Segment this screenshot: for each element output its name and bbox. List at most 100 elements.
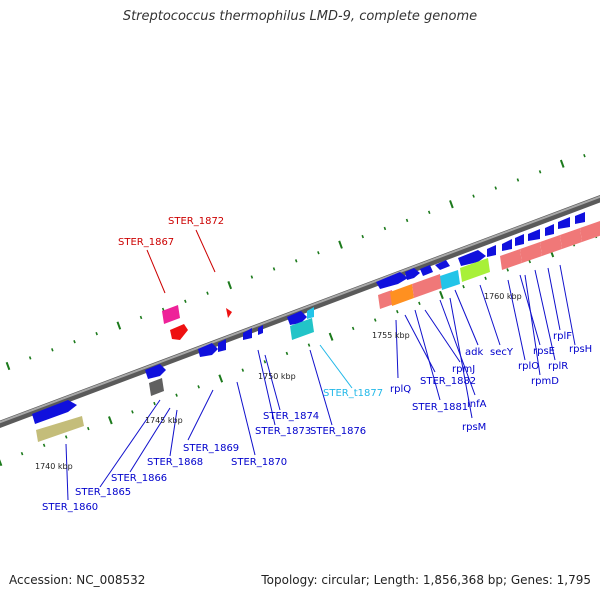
- gene-box[interactable]: [560, 228, 582, 249]
- tick-mark: [494, 186, 498, 190]
- gene-label[interactable]: rpsH: [569, 344, 592, 355]
- gene-arrow[interactable]: [405, 268, 420, 280]
- tick-mark: [307, 343, 311, 347]
- tick-mark: [28, 356, 32, 360]
- gene-box[interactable]: [500, 249, 522, 270]
- kbp-label: 1750 kbp: [258, 372, 296, 381]
- gene-box[interactable]: [149, 378, 164, 396]
- genome-summary-text: Topology: circular; Length: 1,856,368 bp…: [261, 573, 591, 587]
- gene-arrow[interactable]: [575, 212, 585, 224]
- gene-label[interactable]: STER_1874: [263, 411, 319, 422]
- gene-label[interactable]: STER_1882: [420, 376, 476, 387]
- gene-box[interactable]: [36, 416, 84, 442]
- gene-arrow[interactable]: [558, 217, 570, 229]
- gene-label[interactable]: adk: [465, 347, 483, 358]
- gene-features[interactable]: [32, 212, 600, 442]
- gene-label[interactable]: infA: [467, 399, 487, 410]
- tick-mark: [472, 194, 475, 198]
- tick-mark: [64, 435, 68, 439]
- tick-mark: [108, 416, 113, 425]
- gene-label[interactable]: secY: [490, 347, 514, 358]
- gene-arrow[interactable]: [515, 234, 524, 246]
- map-title: Streptococcus thermophilus LMD-9, comple…: [122, 9, 478, 24]
- gene-label[interactable]: STER_1866: [111, 473, 167, 484]
- gene-arrow[interactable]: [218, 339, 226, 352]
- gene-box[interactable]: [580, 221, 600, 242]
- gene-arrow[interactable]: [487, 245, 496, 257]
- tick-mark: [5, 361, 11, 371]
- tick-mark: [418, 301, 421, 306]
- gene-arrow[interactable]: [307, 307, 314, 319]
- tick-mark: [184, 299, 187, 303]
- gene-box[interactable]: [290, 318, 314, 340]
- tick-mark: [317, 251, 320, 255]
- gene-arrow[interactable]: [226, 308, 232, 318]
- tick-mark: [139, 315, 143, 320]
- tick-mark: [51, 348, 54, 352]
- tick-mark: [338, 240, 343, 249]
- tick-mark: [439, 290, 444, 300]
- gene-label[interactable]: STER_t1877: [323, 388, 383, 399]
- gene-arrow[interactable]: [287, 311, 307, 325]
- gene-arrow[interactable]: [145, 364, 166, 379]
- gene-arrow[interactable]: [545, 224, 554, 236]
- gene-label[interactable]: rplQ: [390, 384, 411, 395]
- gene-box[interactable]: [440, 270, 460, 290]
- gene-label[interactable]: rplR: [548, 361, 568, 372]
- tick-mark: [206, 291, 209, 295]
- gene-label[interactable]: STER_1872: [168, 216, 224, 227]
- gene-arrow[interactable]: [32, 400, 77, 424]
- leader-line-cyan: [319, 344, 353, 389]
- tick-mark: [175, 393, 178, 397]
- tick-mark: [405, 218, 409, 223]
- gene-label[interactable]: rplF: [553, 331, 572, 342]
- gene-box[interactable]: [162, 305, 180, 324]
- gene-label[interactable]: STER_1881: [412, 402, 468, 413]
- gene-arrow[interactable]: [458, 250, 486, 266]
- gene-arrow[interactable]: [243, 328, 252, 340]
- gene-box[interactable]: [378, 290, 394, 309]
- tick-mark: [484, 276, 487, 280]
- gene-box[interactable]: [412, 274, 442, 298]
- gene-arrow[interactable]: [376, 272, 408, 289]
- gene-label[interactable]: STER_1869: [183, 443, 239, 454]
- gene-label[interactable]: STER_1867: [118, 237, 174, 248]
- tick-mark: [373, 318, 377, 322]
- outer-tick-track: [5, 153, 586, 371]
- gene-label[interactable]: STER_1876: [310, 426, 366, 437]
- gene-arrow[interactable]: [420, 265, 433, 276]
- gene-arrow[interactable]: [528, 229, 540, 241]
- gene-arrow[interactable]: [198, 343, 218, 357]
- gene-label[interactable]: rpmD: [531, 376, 559, 387]
- kbp-label: 1760 kbp: [484, 292, 522, 301]
- gene-labels[interactable]: STER_1860 STER_1865 STER_1866 STER_1868 …: [42, 216, 592, 513]
- tick-mark: [263, 360, 267, 364]
- tick-mark: [559, 159, 565, 168]
- gene-label[interactable]: rplO: [518, 361, 539, 372]
- gene-box[interactable]: [460, 258, 490, 282]
- gene-box[interactable]: [390, 284, 414, 306]
- tick-mark: [161, 307, 165, 312]
- gene-label[interactable]: STER_1860: [42, 502, 98, 513]
- gene-label[interactable]: STER_1870: [231, 457, 287, 468]
- gene-label[interactable]: rpmJ: [452, 364, 475, 375]
- tick-mark: [449, 200, 454, 209]
- gene-label[interactable]: STER_1873: [255, 426, 311, 437]
- gene-label[interactable]: rpsE: [533, 346, 555, 357]
- gene-arrow[interactable]: [435, 260, 450, 270]
- gene-label[interactable]: STER_1868: [147, 457, 203, 468]
- gene-box[interactable]: [170, 324, 188, 340]
- tick-mark: [583, 153, 586, 158]
- tick-mark: [516, 178, 520, 182]
- kbp-label: 1755 kbp: [372, 331, 410, 340]
- gene-label[interactable]: rpsM: [462, 422, 486, 433]
- gene-arrow[interactable]: [258, 325, 263, 335]
- gene-label[interactable]: STER_1865: [75, 487, 131, 498]
- inner-tick-track: [0, 234, 598, 467]
- gene-box[interactable]: [520, 242, 542, 263]
- tick-mark: [218, 374, 224, 383]
- tick-mark: [506, 268, 509, 272]
- gene-arrow[interactable]: [502, 239, 512, 251]
- gene-box[interactable]: [540, 235, 562, 256]
